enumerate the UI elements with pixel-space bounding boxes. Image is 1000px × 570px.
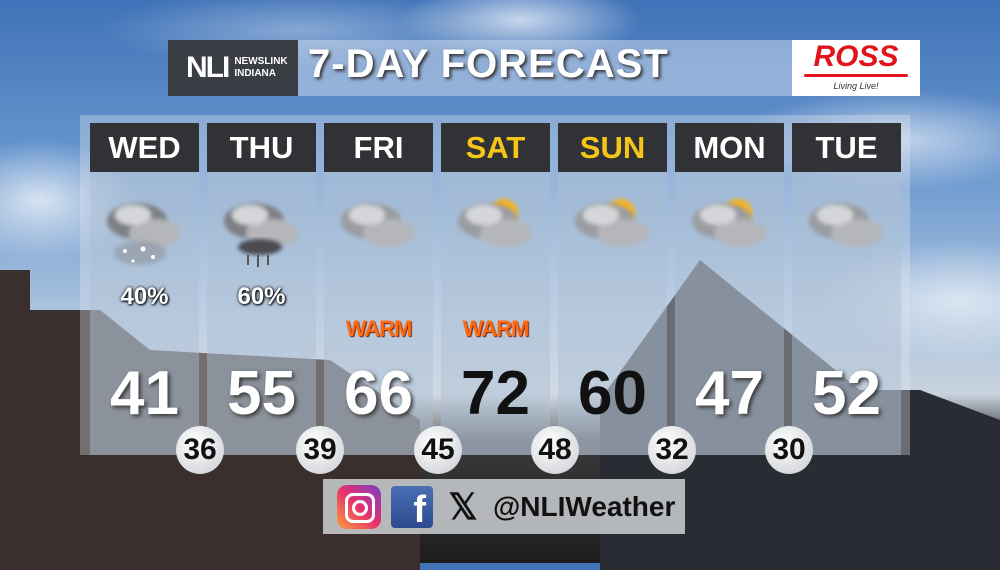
day-column-mon: MON 47 xyxy=(675,123,784,455)
day-column-sun: SUN 60 xyxy=(558,123,667,455)
low-temp: 30 xyxy=(765,426,813,474)
precip-chance: 40% xyxy=(120,283,169,310)
day-label: THU xyxy=(207,123,316,172)
low-temp: 45 xyxy=(414,426,462,474)
day-column-sat: SAT WARM 72 xyxy=(441,123,550,455)
x-icon: 𝕏 xyxy=(448,485,478,527)
cloudy-icon xyxy=(797,181,897,271)
partly-cloudy-icon xyxy=(446,181,546,271)
precip-chance: 60% xyxy=(237,283,286,310)
high-temp: 55 xyxy=(227,359,296,428)
social-bar: f 𝕏 @NLIWeather xyxy=(323,479,685,534)
high-temp: 41 xyxy=(110,359,179,428)
day-label: TUE xyxy=(792,123,901,172)
day-label: FRI xyxy=(324,123,433,172)
day-column-thu: THU 60% 55 xyxy=(207,123,316,455)
low-temp: 48 xyxy=(531,426,579,474)
instagram-icon xyxy=(337,484,381,529)
partly-cloudy-icon xyxy=(563,181,663,271)
partly-cloudy-icon xyxy=(680,181,780,271)
day-label: MON xyxy=(675,123,784,172)
warm-badge: WARM xyxy=(462,316,530,341)
newslink-logo: NLI NEWSLINK INDIANA xyxy=(168,40,298,96)
social-handle: @NLIWeather xyxy=(493,490,676,522)
day-column-wed: WED 40% 41 xyxy=(90,123,199,455)
low-temp: 39 xyxy=(296,426,344,474)
day-column-fri: FRI WARM 66 xyxy=(324,123,433,455)
rain-snow-cloud-icon xyxy=(95,181,195,271)
low-temp: 32 xyxy=(648,426,696,474)
day-label: SAT xyxy=(441,123,550,172)
day-label: WED xyxy=(90,123,199,172)
facebook-icon: f xyxy=(391,485,433,528)
high-temp: 47 xyxy=(695,359,764,428)
low-temp: 36 xyxy=(176,426,224,474)
warm-badge: WARM xyxy=(345,316,413,341)
high-temp: 72 xyxy=(461,359,530,428)
page-title: 7-DAY FORECAST xyxy=(308,42,669,86)
cloudy-icon xyxy=(329,181,429,271)
day-label: SUN xyxy=(558,123,667,172)
high-temp: 66 xyxy=(344,359,413,428)
day-column-tue: TUE 52 xyxy=(792,123,901,455)
high-temp: 52 xyxy=(812,359,881,428)
rain-cloud-icon xyxy=(212,181,312,271)
sponsor-logo: ROSS Living Live! xyxy=(792,40,920,96)
high-temp: 60 xyxy=(578,359,647,428)
